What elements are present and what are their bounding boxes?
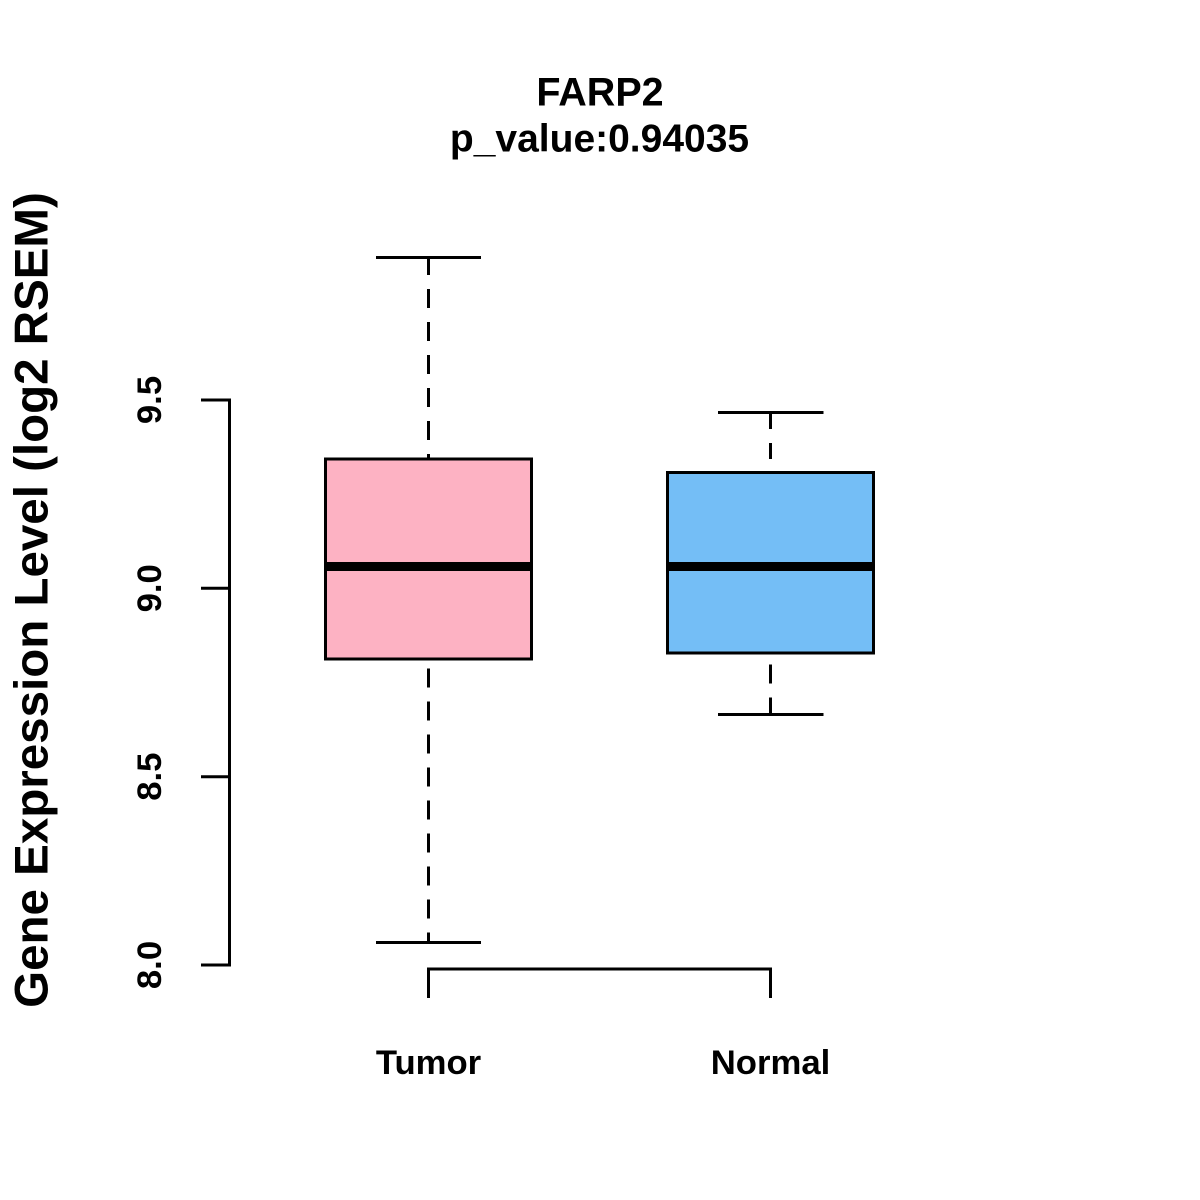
svg-text:8.0: 8.0 [131,941,169,989]
svg-text:9.5: 9.5 [131,376,169,424]
svg-text:p_value:0.94035: p_value:0.94035 [450,118,749,161]
svg-text:Gene Expression Level (log2 RS: Gene Expression Level (log2 RSEM) [6,192,59,1008]
svg-text:FARP2: FARP2 [536,71,663,115]
svg-text:Tumor: Tumor [376,1044,481,1082]
svg-text:8.5: 8.5 [131,753,169,801]
svg-text:9.0: 9.0 [131,564,169,612]
svg-text:Normal: Normal [711,1044,831,1082]
